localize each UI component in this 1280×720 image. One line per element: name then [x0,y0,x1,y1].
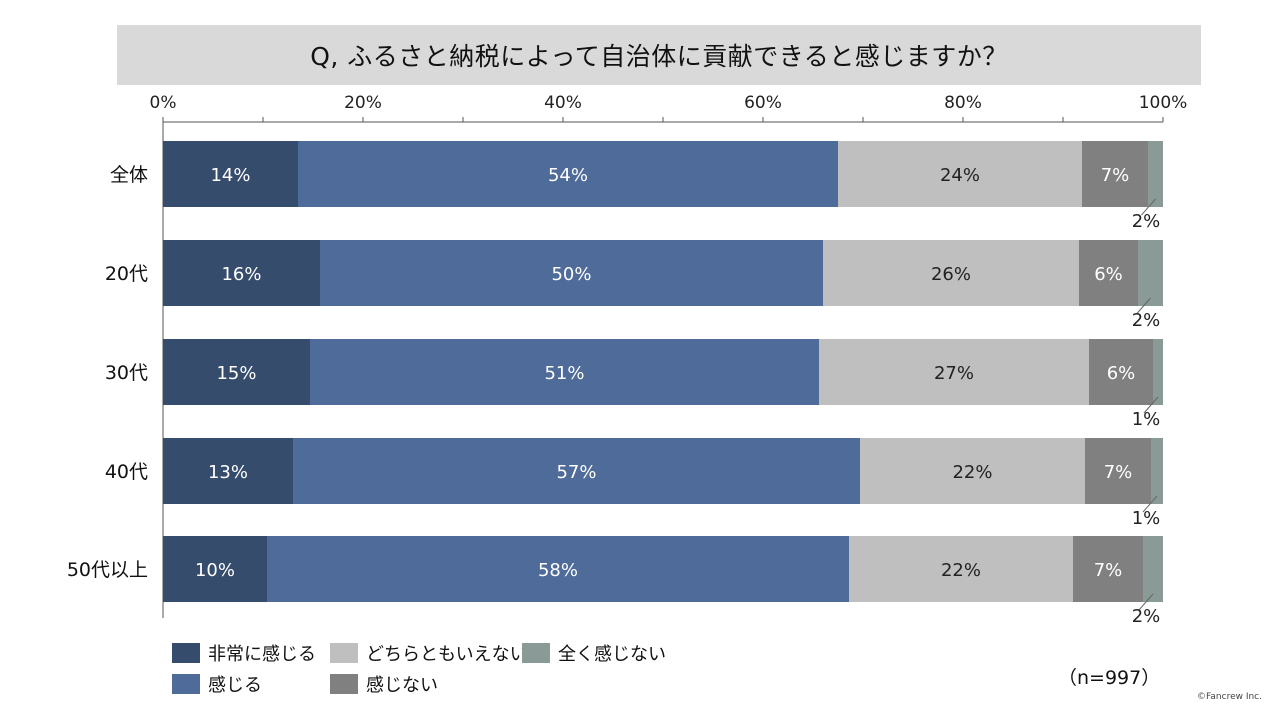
data-label: 26% [931,264,971,285]
category-label: 50代以上 [67,559,148,581]
leader-line [1141,198,1156,216]
data-label: 16% [221,264,261,285]
bar-segment [267,536,849,602]
data-label: 2% [1132,606,1161,627]
bar-segment [163,438,293,504]
bar-segment [163,536,267,602]
category-label: 30代 [105,362,148,384]
legend-label: どちらともいえない [366,644,528,665]
data-label: 15% [216,363,256,384]
data-label: 6% [1107,363,1136,384]
leader-line [1136,297,1151,315]
bar-segment [819,339,1089,405]
bar-segment [1089,339,1153,405]
data-label: 6% [1094,264,1123,285]
x-tick-label: 100% [1139,93,1188,113]
data-label: 58% [538,560,578,581]
data-label: 57% [556,462,596,483]
bar-segment [293,438,860,504]
leader-line [1138,593,1154,611]
bar-segment [1148,141,1163,207]
legend-label: 全く感じない [558,644,666,665]
category-label: 20代 [105,263,148,285]
data-label: 7% [1101,165,1130,186]
bar-segment [823,240,1079,306]
data-label: 1% [1132,409,1161,430]
legend-item: 感じない [330,671,438,697]
legend-label: 非常に感じる [208,644,316,665]
data-label: 14% [210,165,250,186]
bar-segment [163,141,298,207]
x-tick-label: 20% [344,93,382,113]
legend-label: 感じる [208,675,262,696]
legend-swatch [172,674,200,694]
data-label: 27% [934,363,974,384]
sample-size-label: （n=997） [1058,667,1161,689]
data-label: 2% [1132,310,1161,331]
legend-item: 非常に感じる [172,640,316,666]
stacked-bar-chart: 0% 20% 40% 60% 80% 100% 全体 14% 54% 24% 7% 2% 20代 16% 5… [67,93,1188,627]
legend-swatch [522,643,550,663]
category-label: 40代 [105,461,148,483]
bar-segment [298,141,838,207]
bar-segment [1079,240,1138,306]
data-label: 24% [940,165,980,186]
leader-line [1142,495,1158,513]
copyright-text: ©Fancrew Inc. [1197,692,1262,702]
x-tick-label: 60% [744,93,782,113]
chart-legend: 非常に感じる どちらともいえない 全く感じない感じる 感じない [172,640,692,700]
x-tick-label: 0% [150,93,177,113]
legend-item: どちらともいえない [330,640,528,666]
legend-swatch [330,674,358,694]
chart-title: Q, ふるさと納税によって自治体に貢献できると感じますか？ [310,42,1008,71]
data-label: 7% [1104,462,1133,483]
chart-title-bar: Q, ふるさと納税によって自治体に貢献できると感じますか？ [117,25,1201,85]
data-label: 51% [544,363,584,384]
legend-label: 感じない [366,675,438,696]
bar-segment [838,141,1082,207]
legend-item: 感じる [172,671,262,697]
bar-segment [849,536,1073,602]
bar-segment [1143,536,1163,602]
category-label: 全体 [110,164,148,186]
legend-swatch [172,643,200,663]
bar-segment [163,240,320,306]
data-label: 13% [208,462,248,483]
bar-segment [320,240,823,306]
data-label: 2% [1132,211,1161,232]
data-label: 10% [195,560,235,581]
data-label: 1% [1132,508,1161,529]
legend-swatch [330,643,358,663]
bar-segment [1085,438,1151,504]
bar-segment [1073,536,1143,602]
bar-segment [860,438,1085,504]
data-label: 54% [548,165,588,186]
data-label: 22% [941,560,981,581]
bar-segment [310,339,819,405]
x-tick-label: 80% [944,93,982,113]
leader-line [1143,396,1159,414]
x-tick-label: 40% [544,93,582,113]
bar-segment [1153,339,1163,405]
data-label: 22% [952,462,992,483]
data-label: 50% [551,264,591,285]
data-label: 7% [1094,560,1123,581]
bar-segment [1138,240,1163,306]
legend-item: 全く感じない [522,640,666,666]
bar-segment [1151,438,1163,504]
bar-segment [163,339,310,405]
bar-segment [1082,141,1148,207]
